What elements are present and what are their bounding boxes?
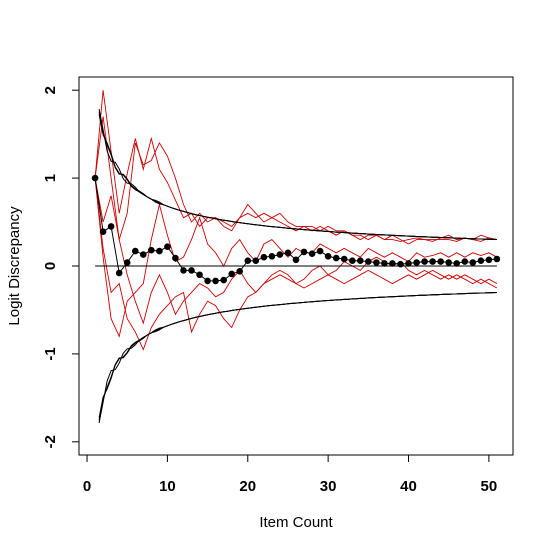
mean-point [485,256,493,264]
mean-point [324,252,332,260]
mean-point [164,243,171,250]
lower-bound-curve-3 [98,292,497,421]
mean-point [493,255,501,263]
mean-point [461,258,469,265]
upper-bound-curve-1 [98,108,497,240]
x-tick-label: 50 [481,478,498,495]
mean-point [228,270,235,278]
mean-point [349,257,356,265]
y-tick-label: 0 [42,262,59,270]
run-line-4 [94,178,498,351]
simulation-runs [94,90,498,351]
mean-point [429,258,436,265]
mean-point [204,277,211,285]
mean-point [413,259,420,266]
mean-point [107,223,115,230]
upper-bound-curve-3 [98,111,497,240]
confidence-bounds [98,108,497,424]
mean-line [94,178,497,282]
mean-point [236,268,243,275]
y-tick-label: 1 [42,174,59,182]
mean-point [180,267,187,274]
x-tick-label: 10 [159,478,176,495]
lower-bound-curve-1 [98,292,497,424]
mean-point [397,260,404,268]
mean-point [268,252,276,260]
mean-point [477,257,485,265]
mean-point [212,277,219,285]
mean-point [115,269,123,277]
mean-point [99,228,107,235]
run-line-1 [94,90,497,245]
x-tick-label: 20 [239,478,256,495]
mean-point [373,259,380,266]
mean-point [437,258,445,265]
x-axis: 0 10 20 30 40 50 [83,455,497,495]
mean-point [389,260,396,267]
mean-point [332,254,340,262]
upper-bound-curve-2 [98,114,497,240]
mean-point [365,258,372,265]
mean-point [300,248,308,256]
mean-point [156,247,163,255]
mean-point [276,251,284,258]
mean-point [196,271,203,279]
y-tick-label: -1 [42,347,59,360]
mean-point [292,256,300,264]
mean-point [172,254,179,262]
mean-point [340,255,348,263]
lower-bound-curve-2 [98,292,497,418]
mean-point [220,276,227,284]
x-tick-label: 30 [320,478,337,495]
mean-point [381,260,388,267]
run-line-3 [94,178,498,338]
run-line-5 [94,178,498,325]
y-axis: -2 -1 0 1 2 [42,86,79,448]
mean-point [284,249,292,257]
x-axis-title: Item Count [259,514,333,531]
x-tick-label: 0 [83,478,91,495]
mean-point [244,257,252,265]
mean-point [405,260,412,267]
mean-point [357,257,364,265]
run-line-2 [94,116,497,242]
mean-point [316,247,324,255]
mean-point [132,247,139,255]
mean-point [140,251,147,258]
mean-point [469,259,477,266]
x-tick-label: 40 [400,478,417,495]
y-axis-title: Logit Discrepancy [6,206,23,326]
mean-point [453,260,461,267]
mean-point [308,250,316,257]
mean-point [260,253,268,261]
mean-series [91,174,501,285]
y-tick-label: -2 [42,435,59,448]
mean-point [188,267,195,274]
mean-point [252,257,260,265]
mean-point [148,246,155,254]
mean-point [91,174,99,182]
mean-point [123,259,131,266]
y-tick-label: 2 [42,86,59,94]
mean-point [445,259,453,266]
mean-point [421,258,428,265]
